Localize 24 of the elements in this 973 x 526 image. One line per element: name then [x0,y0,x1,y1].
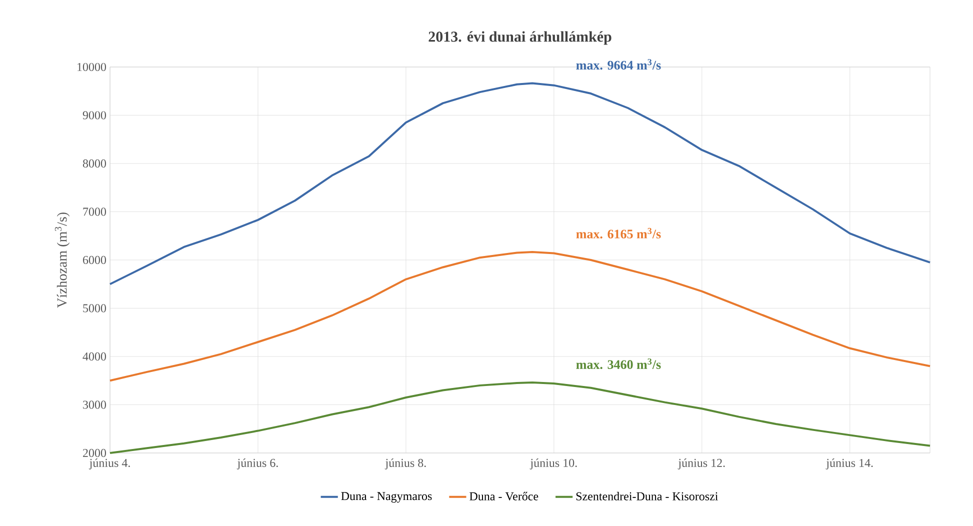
y-axis-title: Vízhozam (m$^{3}$/s) [54,212,70,308]
x-tick-label: június 8. [384,458,426,470]
y-tick-label: 8000 [82,159,106,168]
y-tick-label: 5000 [83,304,106,312]
y-tick-label: 6000 [82,256,106,264]
y-tick-label: 4000 [82,352,106,361]
line-series [109,82,932,286]
y-tick-label: 7000 [83,208,106,216]
legend-label: Duna - Nagymaros [341,492,432,503]
y-tick-label: 10000 [78,62,106,72]
y-tick-label: 3000 [83,400,106,409]
annotation: max. 3460 m$^{3}$/s [576,358,661,370]
x-tick-label: június 4. [88,458,130,470]
y-tick-label: 2000 [83,448,106,458]
y-tick-label: 9000 [82,111,106,120]
annotation: max. 9664 m$^{3}$/s [576,59,661,70]
x-tick-label: június 10. [530,458,577,470]
annotation: max. 6165 m$^{3}$/s [576,228,661,238]
chart-title: 2013. évi dunai árhullámkép [428,31,612,45]
legend-label: Duna - Verőce [470,492,538,500]
x-tick-label: június 12. [678,458,725,470]
legend-label: Szentendrei-Duna - Kisoroszi [576,492,718,500]
x-tick-label: június 6. [236,458,278,470]
x-tick-label: június 14. [826,458,873,470]
